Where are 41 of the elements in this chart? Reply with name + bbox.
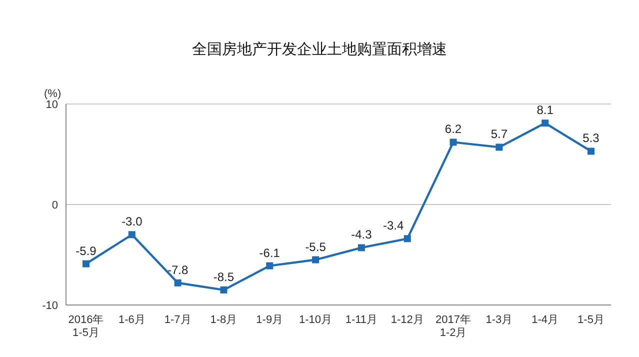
point <box>174 279 182 286</box>
data-label: 5.7 <box>490 127 508 142</box>
data-label: 5.3 <box>582 131 600 146</box>
point <box>358 244 365 252</box>
y-tick-label: -10 <box>42 300 58 312</box>
point <box>82 260 90 268</box>
y-tick-label: 10 <box>46 98 58 111</box>
x-tick-label: 1-12月 <box>390 314 424 326</box>
point <box>312 256 320 264</box>
data-label: 6.2 <box>444 122 462 136</box>
data-label: -3.4 <box>383 218 404 233</box>
x-tick-label: 1-11月 <box>345 314 378 326</box>
x-tick-label: 1-9月 <box>256 314 284 326</box>
x-tick-label: 1-10月 <box>299 314 332 326</box>
data-label: -4.3 <box>351 228 372 242</box>
point <box>496 144 503 151</box>
y-axis-title: (%) <box>44 88 62 100</box>
point <box>450 138 457 146</box>
x-tick-label: 1-7月 <box>164 314 192 326</box>
point <box>128 231 136 238</box>
data-label: -7.8 <box>167 262 188 277</box>
data-label: -3.0 <box>122 214 143 229</box>
data-label: -5.5 <box>305 240 326 254</box>
data-label: 8.1 <box>536 103 554 118</box>
x-tick-label: 1-4月 <box>532 314 559 326</box>
x-tick-label: 1-6月 <box>118 314 146 326</box>
chart-title: 全国房地产开发企业土地购置面积增速 <box>191 40 448 59</box>
data-label: -6.1 <box>259 246 280 260</box>
point <box>266 262 274 270</box>
data-label: -5.9 <box>76 244 97 258</box>
point <box>220 286 228 294</box>
x-tick-label: 1-5月 <box>578 314 604 326</box>
data-label: -8.5 <box>213 270 234 284</box>
x-tick-label: 2017年 1-2月 <box>436 314 472 339</box>
x-tick-label: 1-8月 <box>210 314 238 326</box>
point <box>542 120 549 127</box>
point <box>588 148 594 155</box>
y-tick-label: 0 <box>52 199 58 212</box>
point <box>404 235 411 242</box>
x-tick-label: 1-3月 <box>486 314 513 326</box>
x-tick-label: 2016年 1-5月 <box>68 314 104 339</box>
